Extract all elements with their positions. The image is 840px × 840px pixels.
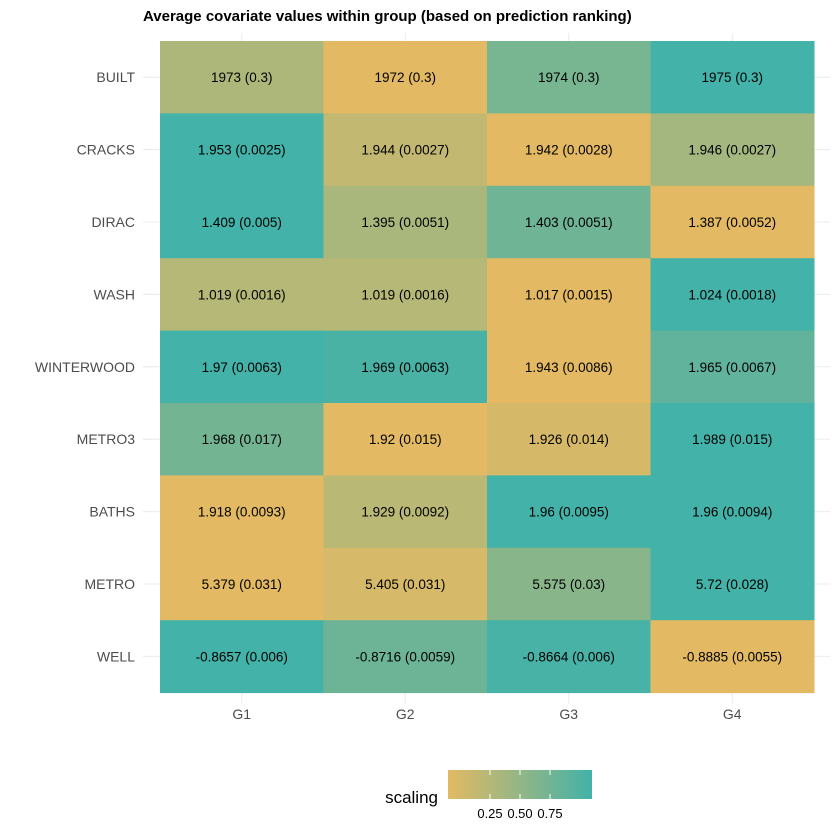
cell-label: 1.395 (0.0051) [361,215,449,230]
cell-labels: 1973 (0.3) 1972 (0.3) 1974 (0.3) 1975 (0.3)… [196,70,783,664]
cell-label: 1.024 (0.0018) [688,287,776,302]
color-legend: scaling 0.25 0.50 0.75 [385,770,592,821]
cell-label: -0.8664 (0.006) [523,649,615,664]
heatmap-cell [323,403,488,476]
heatmap-cell [650,547,815,621]
cell-label: 1.97 (0.0063) [202,360,282,375]
heatmap-cell [487,41,651,114]
cell-label: 1.965 (0.0067) [688,360,776,375]
heatmap-cell [650,113,815,187]
cell-label: 1.409 (0.005) [202,215,282,230]
cell-label: 1.96 (0.0094) [692,505,772,520]
cell-label: 1.989 (0.015) [692,432,772,447]
heatmap-cell [650,258,815,332]
legend-tick-label: 0.25 [477,806,502,821]
y-tick-label: METRO3 [77,431,136,447]
cell-label: 5.405 (0.031) [365,577,445,592]
cell-label: 1974 (0.3) [538,70,600,85]
heatmap-cell [160,403,324,476]
heatmap-cell [323,258,488,332]
cell-label: 1.953 (0.0025) [198,143,286,158]
y-tick-label: METRO [84,576,135,592]
heatmap-cell [487,475,651,549]
cell-label: 1975 (0.3) [701,70,763,85]
heatmap-cell [323,113,488,187]
legend-title: scaling [385,788,438,807]
heatmap-cell [323,475,488,549]
cell-label: 1.403 (0.0051) [525,215,613,230]
heatmap-cell [650,330,815,404]
heatmap-cells [160,41,815,694]
cell-label: 5.72 (0.028) [696,577,769,592]
cell-label: -0.8885 (0.0055) [682,649,782,664]
heatmap-cell [487,258,651,332]
cell-label: 1.918 (0.0093) [198,505,286,520]
cell-label: 5.575 (0.03) [532,577,605,592]
x-tick-label: G1 [232,706,251,722]
cell-label: 1.929 (0.0092) [361,505,449,520]
heatmap-cell [160,475,324,549]
legend-tick-label: 0.50 [507,806,532,821]
y-tick-label: DIRAC [91,214,135,230]
chart-title: Average covariate values within group (b… [143,8,632,25]
cell-label: -0.8657 (0.006) [196,649,288,664]
cell-label: -0.8716 (0.0059) [355,649,455,664]
cell-label: 5.379 (0.031) [202,577,282,592]
cell-label: 1.017 (0.0015) [525,287,613,302]
cell-label: 1972 (0.3) [374,70,436,85]
heatmap-cell [650,475,815,549]
x-tick-label: G4 [723,706,742,722]
heatmap-cell [323,41,488,114]
cell-label: 1.926 (0.014) [529,432,609,447]
x-axis-ticks: G1 G2 G3 G4 [232,706,741,722]
heatmap-cell [650,403,815,476]
y-tick-label: BATHS [89,504,135,520]
heatmap-cell [487,185,651,259]
heatmap-cell [160,185,324,259]
heatmap-cell [487,547,651,621]
legend-ticks: 0.25 0.50 0.75 [477,770,563,821]
heatmap-cell [487,620,651,694]
cell-label: 1.96 (0.0095) [529,505,609,520]
heatmap-cell [160,258,324,332]
cell-label: 1.943 (0.0086) [525,360,613,375]
heatmap-cell [487,403,651,476]
cell-label: 1.019 (0.0016) [361,287,449,302]
heatmap-cell [650,620,815,694]
heatmap-cell [160,620,324,694]
cell-label: 1973 (0.3) [211,70,273,85]
legend-tick-label: 0.75 [537,806,562,821]
y-tick-label: WASH [94,286,135,302]
cell-label: 1.968 (0.017) [202,432,282,447]
heatmap-cell [650,41,815,114]
cell-label: 1.942 (0.0028) [525,143,613,158]
heatmap-cell [160,330,324,404]
heatmap-cell [487,330,651,404]
cell-label: 1.387 (0.0052) [688,215,776,230]
heatmap-cell [487,113,651,187]
heatmap-cell [650,185,815,259]
cell-label: 1.019 (0.0016) [198,287,286,302]
x-tick-label: G3 [559,706,578,722]
cell-label: 1.92 (0.015) [369,432,442,447]
heatmap-cell [323,330,488,404]
heatmap-cell [160,113,324,187]
y-tick-label: CRACKS [77,142,135,158]
y-tick-label: WELL [97,648,135,664]
y-tick-label: BUILT [96,69,135,85]
heatmap-cell [323,185,488,259]
cell-label: 1.969 (0.0063) [361,360,449,375]
heatmap-cell [323,620,488,694]
x-tick-label: G2 [396,706,415,722]
heatmap-cell [160,41,324,114]
cell-label: 1.946 (0.0027) [688,143,776,158]
heatmap-cell [323,547,488,621]
heatmap-cell [160,547,324,621]
cell-label: 1.944 (0.0027) [361,143,449,158]
y-tick-label: WINTERWOOD [35,359,135,375]
y-axis-ticks: BUILT CRACKS DIRAC WASH WINTERWOOD METRO3 BATH… [35,69,155,664]
